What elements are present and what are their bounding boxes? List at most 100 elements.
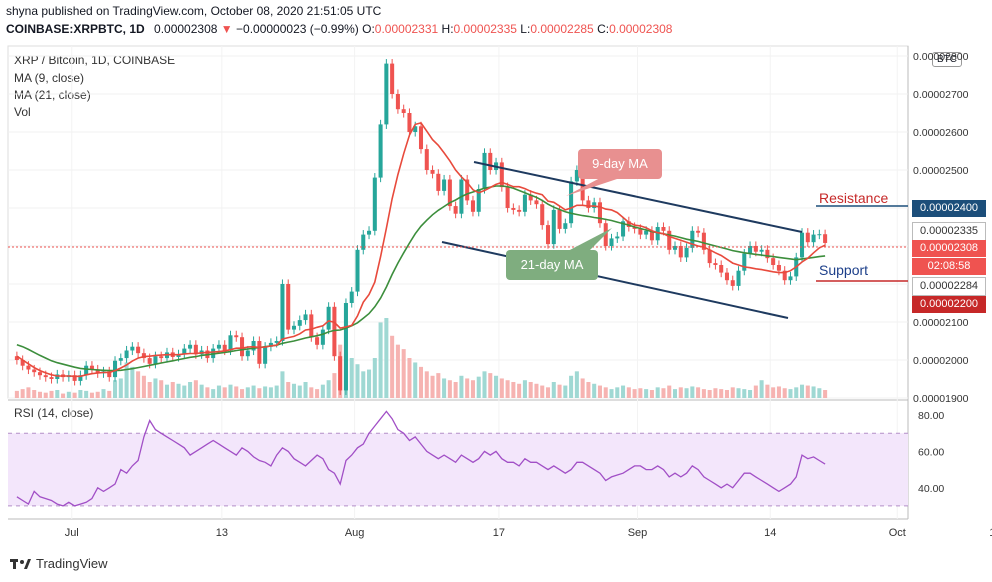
candle-body [332,306,337,357]
price-tick-label: 0.00002500 [913,165,969,177]
currency-button[interactable]: BTC [932,52,962,67]
time-tick-label: Oct [889,527,906,539]
candle-body [320,329,325,345]
low-value: 0.00002285 [530,22,594,36]
volume-bar [632,389,637,398]
volume-bar [55,390,60,398]
volume-bar [453,382,458,398]
time-tick-label: 17 [493,527,505,539]
candle-body [343,303,348,391]
volume-bar [696,387,701,398]
candle-body [765,249,770,259]
volume-bar [470,380,475,398]
high-label: H: [441,22,454,36]
volume-bar [147,382,152,398]
ma9-line [16,121,826,378]
candle-body [395,94,400,110]
volume-bar [667,385,672,398]
volume-bar [107,390,112,398]
candle-body [147,358,152,364]
candle-body [586,200,591,208]
volume-bar [188,382,193,398]
candle-body [603,223,608,246]
candle-body [338,356,343,391]
volume-bar [95,391,100,398]
candle-body [442,179,447,191]
candle-body [257,341,262,364]
candle-body [84,365,89,376]
candle-body [470,200,475,212]
volume-bar [615,387,620,398]
countdown-tag: 02:08:58 [912,258,986,275]
volume-bar [390,335,395,398]
volume-bar [176,383,181,398]
volume-bar [315,389,320,398]
time-tick-label: Jul [65,527,79,539]
ma21-callout: 21-day MA [506,250,598,280]
candle-body [228,335,233,351]
volume-bar [563,385,568,398]
ma9-callout-pointer [566,178,620,196]
volume-bar [649,390,654,398]
rsi-band [8,433,908,506]
candle-body [800,232,805,258]
volume-bar [418,366,424,398]
rsi-line [16,410,826,507]
legend-ma9[interactable]: MA (9, close) [14,71,85,85]
volume-bar [320,384,325,398]
volume-bar [776,386,781,398]
legend-rsi[interactable]: RSI (14, close) [14,406,94,420]
candle-body [32,369,37,373]
candle-body [632,227,637,229]
tradingview-footer[interactable]: TradingView [10,556,108,571]
volume-bar [101,389,106,398]
candle-body [644,230,649,235]
volume-bar [26,387,31,398]
candle-body [655,227,660,241]
candle-body [742,253,747,271]
candle-body [188,344,193,349]
volume-bar [476,376,481,398]
volume-bar [297,385,302,398]
volume-bar [517,383,522,398]
candle-body [522,194,527,212]
candle-body [534,200,539,205]
candle-body [776,265,781,271]
volume-bar [14,390,19,398]
volume-bar [701,389,706,398]
candle-body [315,337,320,345]
volume-bar [436,373,441,398]
high-price-tag: 0.00002335 [912,222,986,241]
candle-body [649,230,654,241]
volume-bar [228,384,233,398]
ma21-line [16,185,826,372]
volume-bar [211,389,216,398]
volume-bar [424,371,429,398]
volume-bar [569,375,574,398]
volume-bar [309,387,314,398]
rsi-tick-label: 60.00 [918,446,944,458]
candle-body [626,221,631,227]
last-price-tag: 0.00002308 [912,240,986,257]
candle-body [696,230,701,233]
volume-bar [291,383,297,398]
volume-bar [742,389,747,398]
volume-bar [118,378,123,398]
candle-body [557,209,562,229]
support-label: Support [819,262,869,278]
candle-body [788,276,793,281]
volume-bar [644,389,649,398]
candle-body [511,208,516,210]
volume-bar [678,387,683,398]
legend-vol[interactable]: Vol [14,105,31,119]
volume-bar [805,385,810,398]
volume-bar [580,378,585,398]
time-tick-label: Sep [628,527,648,539]
candle-body [684,247,689,258]
candle-body [782,270,787,281]
candle-body [701,232,706,250]
volume-bar [724,390,729,398]
volume-bar [32,390,37,398]
candle-body [89,365,94,370]
